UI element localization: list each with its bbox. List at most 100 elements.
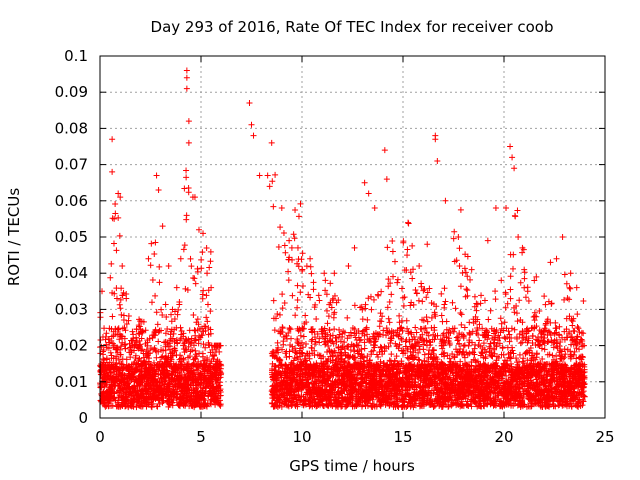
data-point: [178, 374, 185, 381]
data-point: [183, 347, 190, 354]
data-point: [396, 312, 403, 319]
data-point: [100, 348, 107, 355]
data-point: [194, 316, 201, 323]
data-point: [130, 373, 137, 380]
data-point: [298, 256, 305, 263]
data-point: [405, 219, 412, 226]
data-point: [324, 320, 331, 327]
data-point: [198, 256, 205, 263]
data-point: [322, 277, 329, 284]
data-point: [269, 178, 276, 185]
data-point: [118, 311, 125, 318]
data-point: [99, 333, 106, 340]
data-point: [167, 391, 174, 398]
data-point: [352, 354, 359, 361]
data-point: [169, 387, 176, 394]
data-point: [173, 337, 180, 344]
data-point: [351, 347, 358, 354]
data-point: [286, 237, 293, 244]
data-point: [175, 306, 182, 313]
data-point: [458, 311, 465, 318]
data-point: [270, 297, 277, 304]
data-point: [277, 224, 284, 231]
data-point: [154, 382, 161, 389]
data-point: [331, 326, 338, 333]
data-point: [388, 351, 395, 358]
data-point: [481, 297, 488, 304]
data-point: [182, 346, 189, 353]
data-point: [102, 403, 109, 410]
data-point: [289, 292, 296, 299]
data-point: [336, 326, 343, 333]
data-point: [164, 397, 171, 404]
data-point: [424, 318, 431, 325]
data-point: [156, 279, 163, 286]
data-point: [204, 318, 211, 325]
data-point: [294, 297, 301, 304]
data-point: [324, 307, 331, 314]
data-point: [142, 365, 149, 372]
data-point: [142, 395, 149, 402]
data-point: [123, 320, 130, 327]
data-point: [458, 321, 465, 328]
data-point: [365, 295, 372, 302]
data-point: [181, 383, 188, 390]
data-point: [183, 390, 190, 397]
data-point: [297, 200, 304, 207]
data-point: [158, 395, 165, 402]
data-point: [471, 293, 478, 300]
data-point: [107, 375, 114, 382]
data-point: [185, 368, 192, 375]
data-point: [203, 314, 210, 321]
data-point: [467, 276, 474, 283]
data-point: [162, 330, 169, 337]
data-point: [162, 354, 169, 361]
data-point: [149, 276, 156, 283]
data-point: [174, 373, 181, 380]
data-point: [131, 343, 138, 350]
data-point: [116, 336, 123, 343]
data-point: [194, 268, 201, 275]
data-point: [117, 351, 124, 358]
data-point: [423, 294, 430, 301]
data-point: [152, 239, 159, 246]
data-point: [127, 354, 134, 361]
data-point: [162, 391, 169, 398]
data-point: [461, 324, 468, 331]
data-point: [185, 391, 192, 398]
data-point: [344, 314, 351, 321]
data-point: [138, 335, 145, 342]
data-point: [461, 342, 468, 349]
data-point: [158, 327, 165, 334]
data-point: [97, 336, 104, 343]
data-point: [129, 337, 136, 344]
data-point: [159, 312, 166, 319]
data-point: [139, 346, 146, 353]
data-point: [158, 385, 165, 392]
data-point: [110, 364, 117, 371]
data-point: [351, 302, 358, 309]
data-point: [388, 291, 395, 298]
data-point: [302, 340, 309, 347]
data-point: [164, 325, 171, 332]
data-point: [174, 377, 181, 384]
data-point: [292, 206, 299, 213]
data-point: [199, 249, 206, 256]
data-point: [466, 350, 473, 357]
data-point: [185, 189, 192, 196]
data-point: [98, 371, 105, 378]
data-point: [98, 343, 105, 350]
data-point: [286, 324, 293, 331]
data-point: [123, 363, 130, 370]
data-point: [104, 344, 111, 351]
data-point: [147, 361, 154, 368]
data-point: [412, 286, 419, 293]
data-point: [162, 301, 169, 308]
data-point: [183, 378, 190, 385]
data-point: [128, 403, 135, 410]
data-point: [118, 371, 125, 378]
data-point: [168, 318, 175, 325]
data-point: [152, 292, 159, 299]
data-point: [113, 247, 120, 254]
data-point: [270, 203, 277, 210]
